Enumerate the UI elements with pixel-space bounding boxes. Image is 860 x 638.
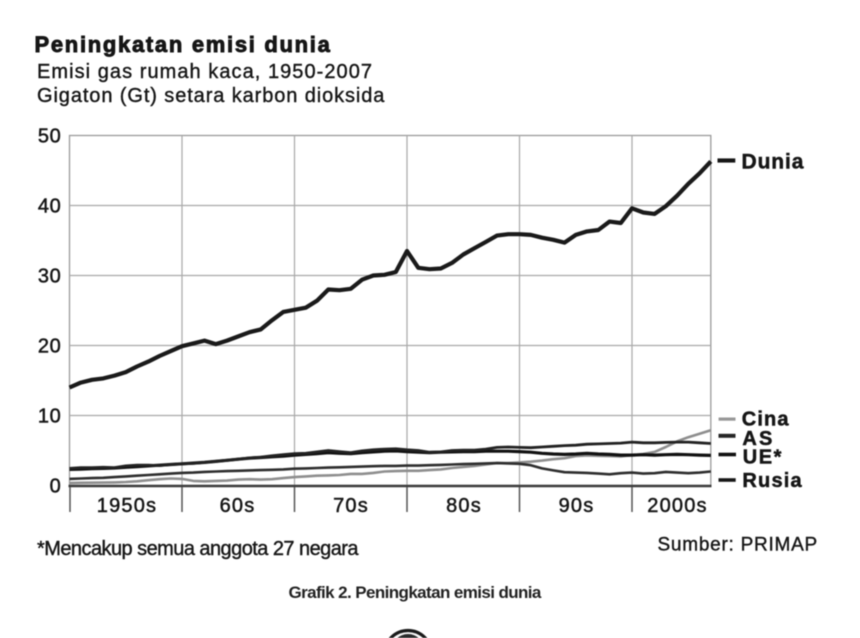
svg-text:10: 10 bbox=[38, 406, 62, 428]
svg-text:Cina: Cina bbox=[742, 408, 790, 430]
svg-text:Sumber: PRIMAP: Sumber: PRIMAP bbox=[658, 535, 818, 556]
svg-text:90s: 90s bbox=[559, 495, 595, 517]
svg-text:60s: 60s bbox=[220, 495, 256, 517]
svg-text:UE*: UE* bbox=[743, 447, 783, 469]
svg-text:0: 0 bbox=[50, 476, 62, 498]
svg-text:AS: AS bbox=[742, 428, 774, 450]
svg-text:2000s: 2000s bbox=[647, 495, 708, 517]
svg-text:40: 40 bbox=[38, 196, 62, 218]
svg-text:1950s: 1950s bbox=[97, 495, 158, 517]
svg-text:Peningkatan emisi dunia: Peningkatan emisi dunia bbox=[35, 32, 332, 57]
svg-text:30: 30 bbox=[38, 266, 62, 288]
svg-text:20: 20 bbox=[38, 336, 62, 358]
svg-text:Dunia: Dunia bbox=[742, 151, 805, 174]
svg-text:Grafik 2. Peningkatan emisi du: Grafik 2. Peningkatan emisi dunia bbox=[289, 583, 542, 602]
svg-text:70s: 70s bbox=[333, 495, 369, 517]
svg-text:80s: 80s bbox=[446, 495, 482, 517]
svg-text:50: 50 bbox=[38, 126, 62, 148]
svg-text:Rusia: Rusia bbox=[742, 470, 802, 492]
svg-text:Gigaton (Gt) setara karbon dio: Gigaton (Gt) setara karbon dioksida bbox=[37, 85, 385, 107]
svg-text:Emisi gas rumah kaca, 1950-200: Emisi gas rumah kaca, 1950-2007 bbox=[37, 61, 373, 83]
svg-text:*Mencakup semua anggota 27 neg: *Mencakup semua anggota 27 negara bbox=[37, 538, 359, 560]
